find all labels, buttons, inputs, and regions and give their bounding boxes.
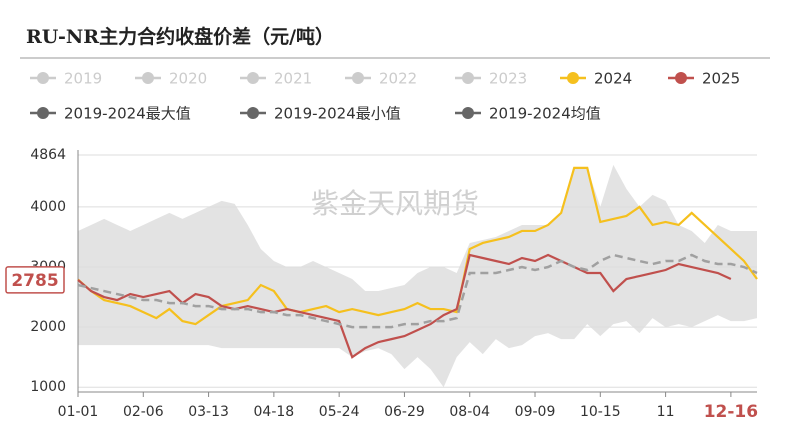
range-band [78, 164, 757, 388]
x-tick-label: 12-16 [704, 402, 758, 422]
legend-item[interactable]: 2020 [135, 70, 207, 88]
y-tick-label: 1000 [30, 379, 66, 395]
legend-item[interactable]: 2022 [345, 70, 417, 88]
legend-item[interactable]: 2019-2024最小值 [240, 105, 401, 123]
legend-label: 2020 [169, 70, 207, 88]
legend-label: 2019-2024最大值 [64, 105, 191, 123]
series-line [77, 253, 758, 329]
legend-symbol [37, 72, 49, 84]
legend-label: 2023 [489, 70, 527, 88]
legend-symbol [37, 107, 49, 119]
legend-symbol [462, 107, 474, 119]
legend-item[interactable]: 2021 [240, 70, 312, 88]
legend-symbol [675, 72, 687, 84]
x-tick-label: 02-06 [123, 404, 164, 420]
legend-item[interactable]: 2019-2024最大值 [30, 105, 191, 123]
y-tick-label: 2000 [30, 319, 66, 335]
y-tick-label: 4864 [30, 147, 66, 163]
x-tick-label: 09-09 [515, 404, 556, 420]
legend-label: 2019-2024均值 [489, 105, 601, 123]
chart-title: RU-NR主力合约收盘价差（元/吨） [26, 25, 334, 48]
legend-symbol [352, 72, 364, 84]
current-value-box [5, 266, 65, 294]
watermark: 紫金天风期货 [311, 187, 479, 220]
series-line [77, 166, 758, 326]
x-tick-label: 04-18 [254, 404, 295, 420]
legend-symbol [247, 72, 259, 84]
legend-label: 2025 [702, 70, 740, 88]
x-tick-label: 10-15 [580, 404, 621, 420]
legend-symbol [462, 72, 474, 84]
x-tick-label: 06-29 [384, 404, 425, 420]
legend-item[interactable]: 2024 [560, 70, 632, 88]
legend-symbol [247, 107, 259, 119]
legend-item[interactable]: 2019-2024均值 [455, 105, 601, 123]
legend-label: 2022 [379, 70, 417, 88]
legend-label: 2021 [274, 70, 312, 88]
legend-item[interactable]: 2019 [30, 70, 102, 88]
current-value-label: 2785 [11, 271, 58, 291]
y-tick-label: 4000 [30, 199, 66, 215]
legend-label: 2019-2024最小值 [274, 105, 401, 123]
legend-item[interactable]: 2023 [455, 70, 527, 88]
legend-item[interactable]: 2025 [668, 70, 740, 88]
x-tick-label: 08-04 [449, 404, 490, 420]
series-line [77, 253, 732, 359]
legend-symbol [142, 72, 154, 84]
legend-symbol [567, 72, 579, 84]
x-tick-label: 03-13 [188, 404, 229, 420]
legend-label: 2024 [594, 70, 632, 88]
x-tick-label: 11 [657, 404, 675, 420]
x-tick-label: 01-01 [58, 404, 99, 420]
legend-label: 2019 [64, 70, 102, 88]
x-tick-label: 05-24 [319, 404, 360, 420]
